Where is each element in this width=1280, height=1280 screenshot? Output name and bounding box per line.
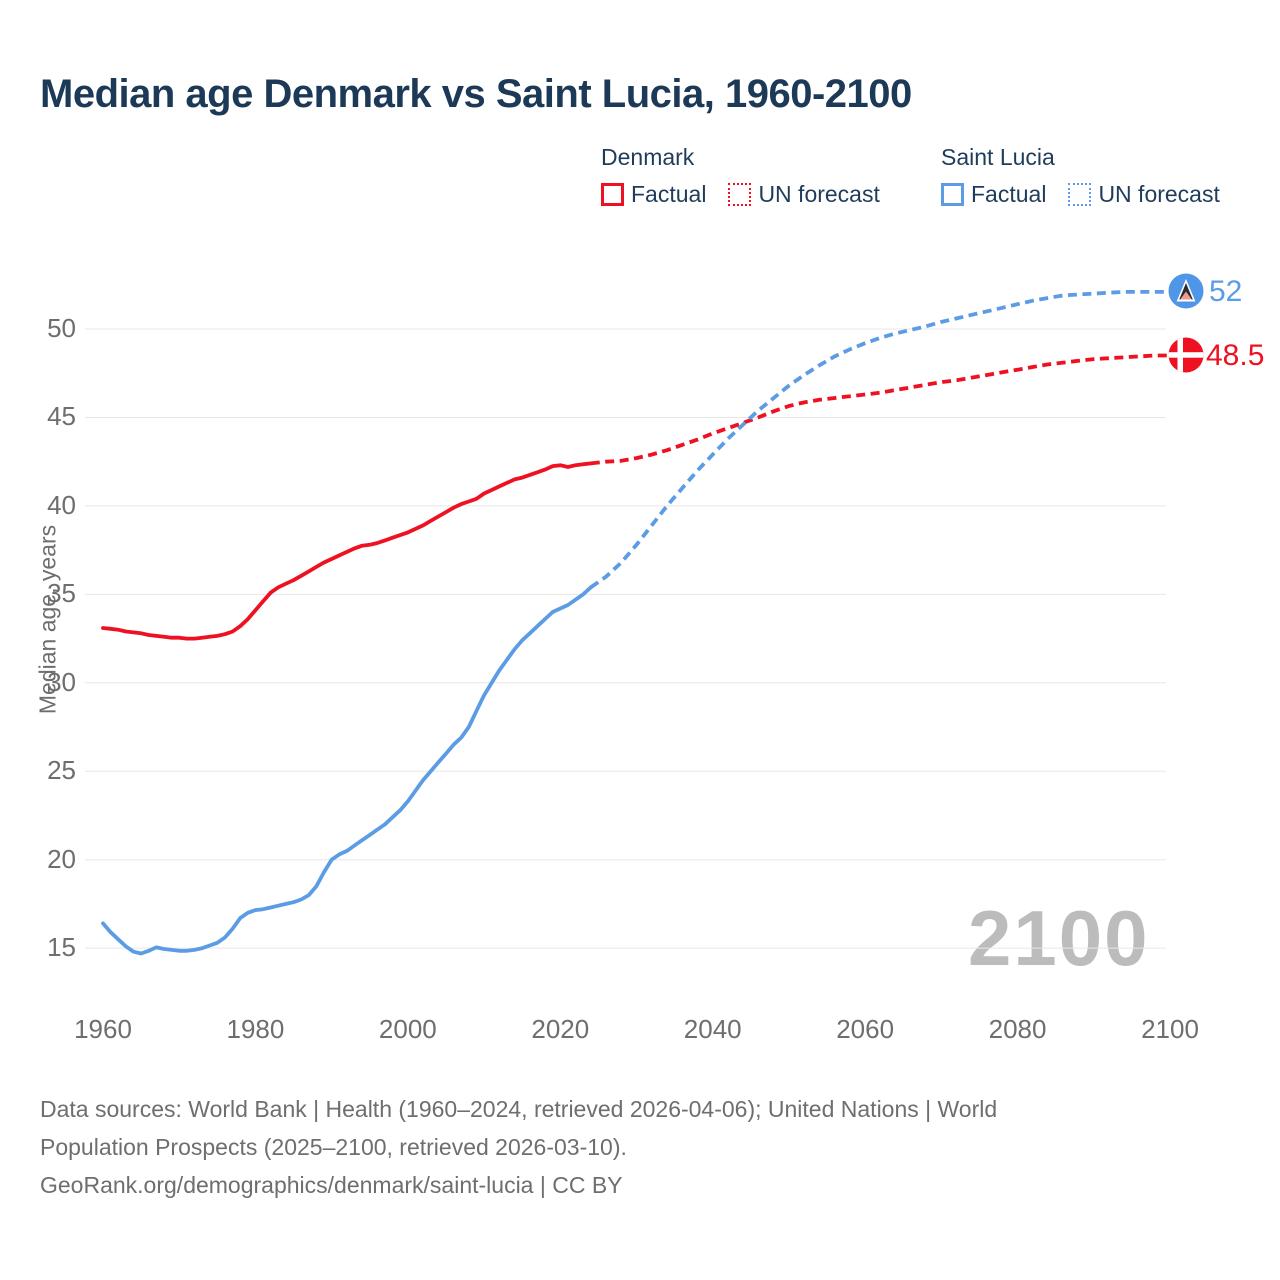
footer-line: GeoRank.org/demographics/denmark/saint-l…	[40, 1172, 623, 1198]
x-tick-label: 2000	[378, 1014, 437, 1044]
x-tick-label: 1980	[226, 1014, 285, 1044]
end-value-denmark: 48.5	[1206, 339, 1265, 372]
legend-item-label: Factual	[971, 181, 1047, 207]
legend-country-saint-lucia: Saint Lucia	[941, 144, 1055, 170]
y-tick-label: 35	[47, 578, 76, 609]
legend-group-saint-lucia: Saint Lucia Factual UN forecast	[941, 144, 1220, 208]
legend-item-saint-lucia-forecast: UN forecast	[1068, 181, 1220, 208]
x-tick-label: 2080	[988, 1014, 1047, 1044]
footer-line: Data sources: World Bank | Health (1960–…	[40, 1096, 998, 1122]
series-line-saint-lucia-factual	[101, 585, 593, 956]
y-tick-label: 30	[47, 666, 76, 697]
series-lines	[101, 290, 1170, 956]
denmark-forecast-swatch-icon	[728, 183, 752, 206]
y-tick-label: 20	[47, 843, 76, 874]
legend-item-label: UN forecast	[1098, 181, 1220, 207]
series-line-saint-lucia-un-forecast	[589, 290, 1170, 589]
x-tick-label: 2020	[531, 1014, 590, 1044]
x-tick-label: 2100	[1141, 1014, 1199, 1044]
x-tick-label: 2060	[836, 1014, 895, 1044]
denmark-factual-swatch-icon	[601, 183, 624, 206]
footer-line: Population Prospects (2025–2100, retriev…	[40, 1134, 627, 1160]
y-tick-label: 40	[47, 489, 76, 520]
legend-country-denmark: Denmark	[601, 144, 695, 170]
series-line-denmark-un-forecast	[590, 353, 1170, 466]
legend-item-saint-lucia-factual: Factual	[941, 181, 1046, 208]
gridlines	[85, 328, 1166, 949]
legend-item-denmark-factual: Factual	[601, 181, 706, 208]
footer-attribution: Data sources: World Bank | Health (1960–…	[40, 1090, 1170, 1204]
legend-item-label: UN forecast	[758, 181, 880, 207]
y-tick-label: 50	[47, 313, 76, 343]
saint-lucia-factual-swatch-icon	[941, 183, 964, 206]
saint-lucia-forecast-swatch-icon	[1068, 183, 1092, 206]
y-tick-label: 15	[47, 932, 76, 963]
y-tick-label: 25	[47, 755, 76, 786]
saint-lucia-flag-icon	[1168, 273, 1204, 309]
legend-item-denmark-forecast: UN forecast	[728, 181, 880, 208]
y-tick-label: 45	[47, 401, 76, 432]
legend-group-denmark: Denmark Factual UN forecast	[601, 144, 880, 208]
x-tick-label: 1960	[74, 1014, 132, 1044]
series-line-denmark-factual	[101, 461, 593, 641]
page-title: Median age Denmark vs Saint Lucia, 1960-…	[40, 72, 912, 116]
x-tick-label: 2040	[683, 1014, 742, 1044]
legend-item-label: Factual	[631, 181, 707, 207]
watermark-year: 2100	[968, 894, 1150, 982]
end-value-saint-lucia: 52	[1209, 275, 1243, 308]
denmark-flag-icon	[1168, 337, 1204, 373]
